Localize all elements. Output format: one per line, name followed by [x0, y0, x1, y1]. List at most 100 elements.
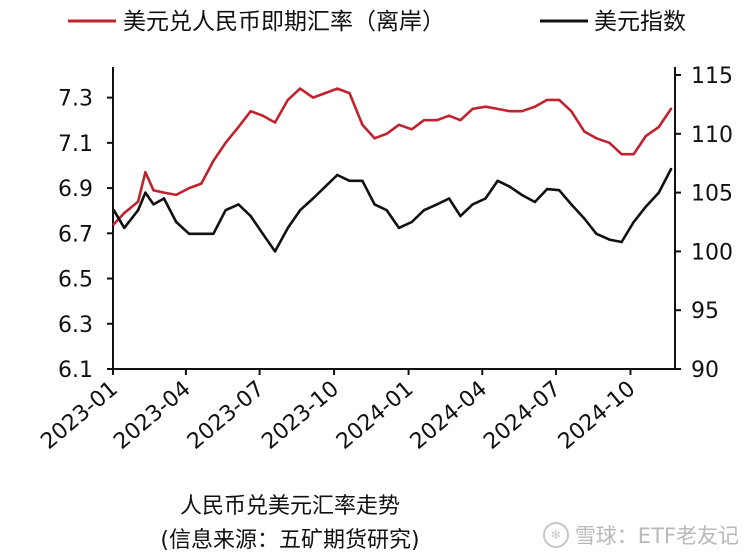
left-tick-label: 6.7 [58, 222, 93, 247]
data-point-cny [261, 114, 264, 117]
data-point-dxy [273, 250, 277, 253]
x-tick-label: 2024-01 [332, 376, 418, 454]
data-point-cny [175, 193, 178, 197]
left-tick-label: 6.3 [58, 313, 93, 338]
data-point-dxy [459, 214, 462, 218]
data-point-cny [385, 132, 388, 135]
x-tick-label: 2024-07 [479, 376, 565, 454]
data-point-cny [286, 98, 290, 102]
data-point-cny [298, 87, 302, 90]
data-point-cny [273, 121, 277, 124]
data-point-dxy [447, 197, 451, 200]
right-tick-label: 95 [691, 299, 719, 324]
data-point-dxy [237, 203, 240, 206]
data-point-dxy [144, 191, 147, 194]
data-point-cny [162, 191, 166, 194]
right-tick-label: 115 [691, 64, 733, 89]
data-point-cny [583, 130, 586, 133]
data-point-cny [545, 98, 549, 102]
data-point-cny [224, 141, 227, 144]
data-point-cny [435, 119, 439, 122]
x-tick-label: 2023-07 [183, 376, 269, 454]
data-point-dxy [632, 220, 635, 224]
right-tick-label: 100 [691, 240, 733, 265]
left-tick-label: 6.5 [58, 268, 93, 293]
data-point-dxy [545, 187, 549, 191]
data-point-cny [558, 98, 561, 102]
data-point-cny [112, 223, 116, 226]
data-point-dxy [361, 179, 364, 182]
data-point-dxy [484, 197, 487, 200]
x-tick-label: 2024-10 [554, 376, 640, 454]
legend: 美元兑人民币即期汇率（离岸） 美元指数 [68, 9, 686, 35]
series-layer [112, 87, 673, 253]
x-tick-label: 2023-04 [109, 376, 195, 454]
caption-title: 人民币兑美元汇率走势 [179, 494, 400, 519]
legend-label-cny: 美元兑人民币即期汇率（离岸） [123, 9, 445, 35]
data-point-cny [237, 125, 240, 129]
left-tick-label: 7.1 [58, 132, 93, 157]
data-point-dxy [373, 203, 376, 206]
right-tick-label: 110 [691, 123, 733, 148]
data-point-cny [348, 91, 351, 95]
data-point-dxy [410, 220, 413, 224]
data-point-dxy [175, 220, 178, 224]
data-point-dxy [508, 185, 511, 188]
data-point-dxy [657, 191, 660, 194]
data-point-dxy [249, 214, 252, 218]
axes [112, 67, 676, 370]
right-tick-label: 105 [691, 182, 733, 207]
right-tick-label: 90 [691, 358, 719, 383]
data-point-dxy [533, 200, 537, 204]
data-point-cny [533, 105, 537, 108]
data-point-dxy [385, 209, 388, 212]
caption-source: (信息来源：五矿期货研究) [160, 528, 420, 553]
left-tick-label: 6.1 [58, 358, 93, 383]
data-point-cny [620, 153, 623, 156]
data-point-cny [520, 110, 524, 113]
data-point-dxy [669, 167, 673, 171]
data-point-dxy [435, 203, 439, 206]
tick-layer: 6.1 6.3 6.5 6.7 6.9 7.1 7.3 90 95 100 105 110 115 202… [36, 64, 733, 455]
data-point-dxy [620, 240, 623, 244]
data-point-dxy [397, 226, 401, 230]
data-point-dxy [471, 203, 474, 206]
data-point-dxy [298, 209, 302, 212]
data-point-cny [361, 123, 364, 127]
data-point-cny [484, 105, 487, 108]
data-point-cny [200, 182, 203, 185]
data-point-cny [508, 110, 511, 113]
data-point-dxy [644, 205, 647, 208]
data-point-cny [144, 171, 147, 174]
data-point-cny [422, 119, 426, 122]
left-tick-label: 6.9 [58, 177, 93, 202]
data-point-dxy [112, 209, 116, 212]
data-point-dxy [570, 203, 573, 206]
data-point-dxy [311, 197, 315, 200]
data-point-dxy [200, 232, 203, 235]
data-point-dxy [162, 197, 166, 200]
data-point-dxy [496, 179, 499, 182]
data-point-cny [136, 200, 140, 203]
legend-label-dxy: 美元指数 [594, 9, 686, 35]
data-point-dxy [224, 209, 227, 212]
data-point-dxy [348, 179, 351, 182]
data-point-cny [669, 107, 673, 111]
data-point-cny [608, 141, 611, 144]
left-tick-label: 7.3 [58, 87, 93, 112]
data-point-cny [336, 87, 339, 90]
data-point-dxy [261, 232, 264, 235]
data-point-cny [459, 119, 462, 122]
data-point-dxy [583, 217, 586, 220]
data-point-cny [595, 137, 598, 140]
data-point-cny [447, 114, 451, 117]
data-point-dxy [520, 193, 524, 197]
data-point-dxy [336, 173, 339, 177]
snowball-icon: ❄ [542, 522, 569, 548]
data-point-dxy [595, 232, 598, 235]
x-tick-label: 2024-04 [406, 376, 492, 454]
data-point-cny [397, 123, 401, 127]
watermark-text: 雪球：ETF老友记 [574, 524, 739, 548]
data-point-cny [249, 110, 252, 113]
